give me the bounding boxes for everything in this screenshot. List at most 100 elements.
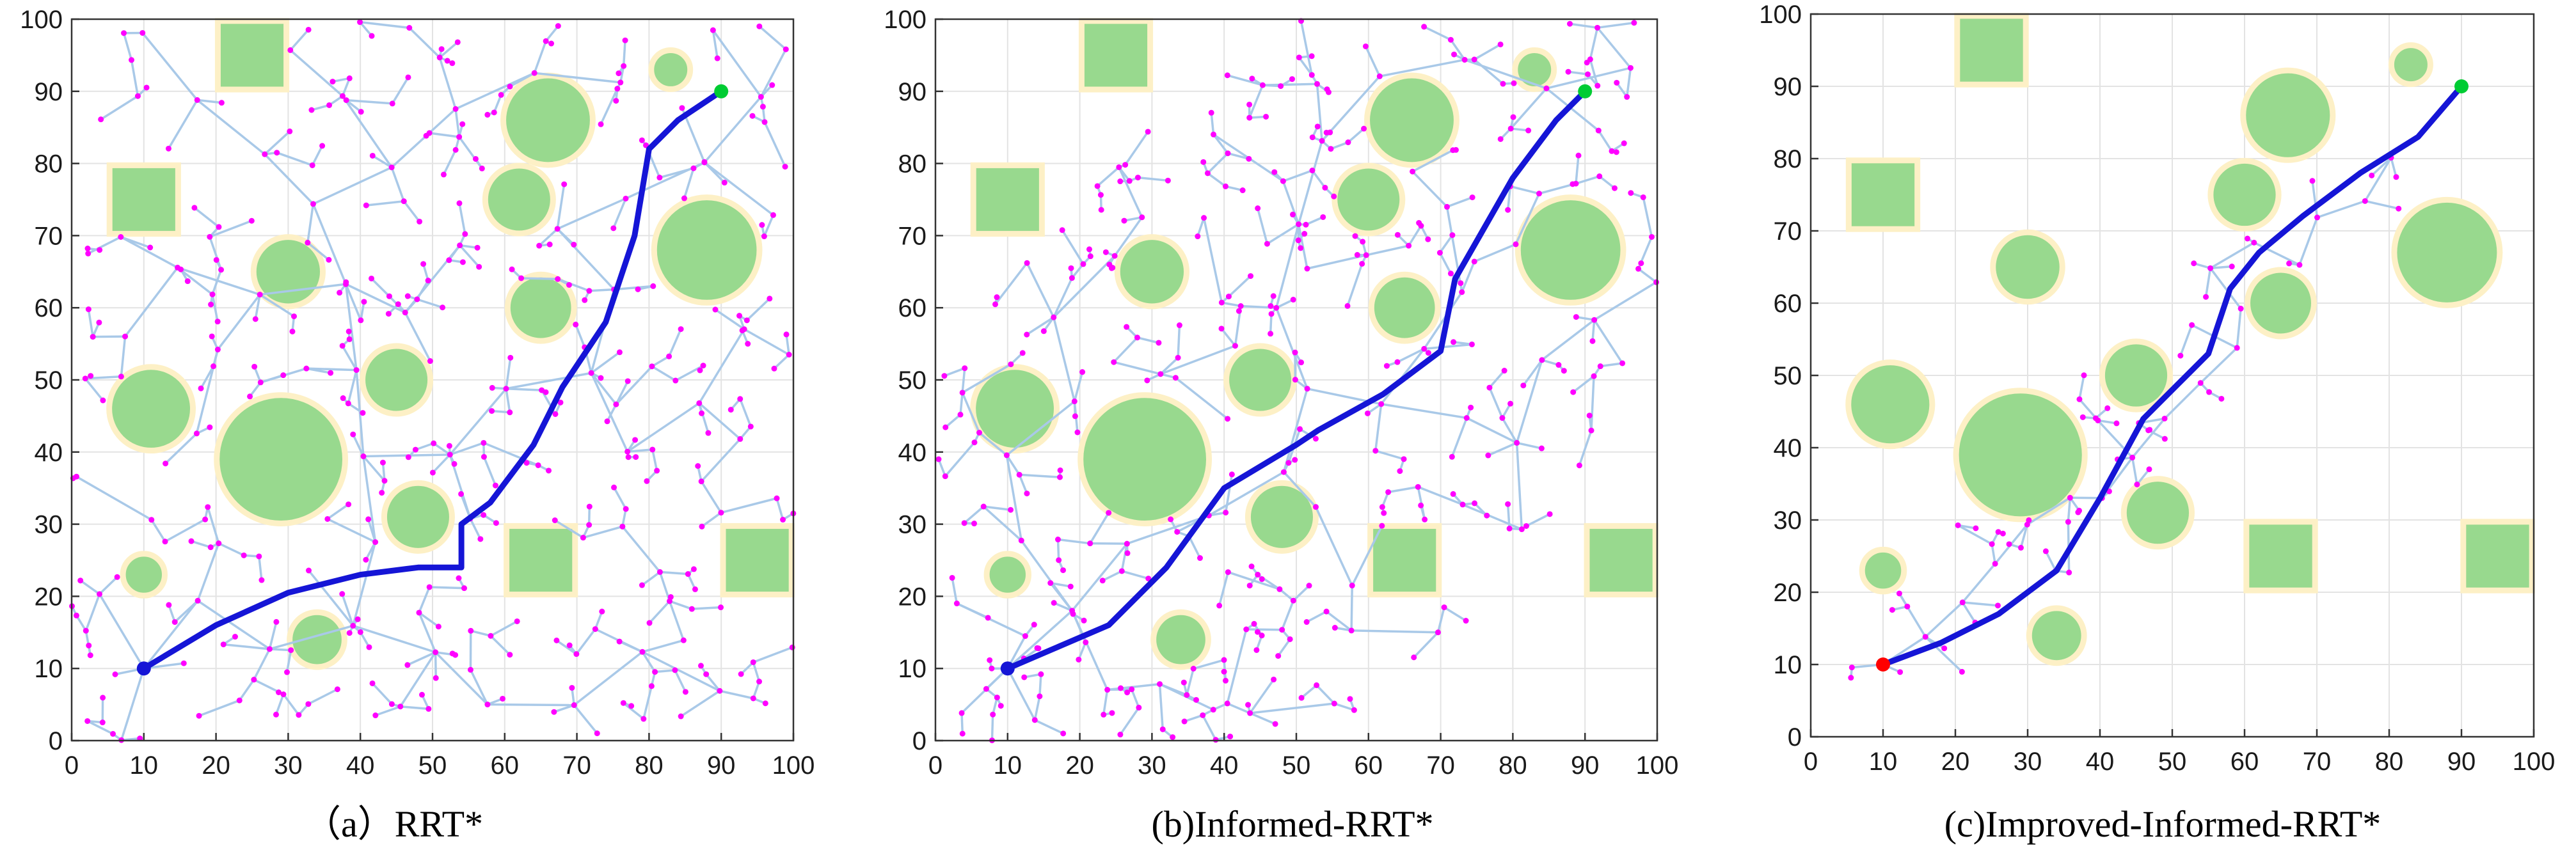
tree-edge <box>1212 134 1229 154</box>
goal-marker <box>1578 84 1593 98</box>
tree-node <box>1994 602 2001 609</box>
tree-edge <box>1250 702 1335 714</box>
tree-node <box>1401 456 1407 462</box>
x-tick-label: 100 <box>772 751 815 780</box>
tree-node <box>1449 232 1456 239</box>
tree-edge <box>1991 544 1996 564</box>
y-tick-label: 20 <box>1774 579 1802 607</box>
tree-edge <box>1443 606 1467 622</box>
tree-edge <box>1461 261 1475 293</box>
tree-edge <box>1019 473 1060 478</box>
circle-obstacle <box>983 551 1032 599</box>
tree-node <box>1102 249 1109 255</box>
tree-node <box>1292 377 1298 383</box>
tree-node <box>1359 260 1365 267</box>
tree-node <box>444 58 450 64</box>
tree-edge <box>698 402 741 440</box>
tree-node <box>1098 207 1104 213</box>
tree-node <box>555 23 561 29</box>
tree-node <box>1435 629 1441 636</box>
tree-node <box>417 218 423 224</box>
tree-node <box>1441 604 1447 611</box>
tree-edge <box>1625 67 1632 97</box>
tree-edge <box>308 688 338 705</box>
tree-node <box>98 116 104 123</box>
x-tick-label: 50 <box>2158 748 2187 776</box>
tree-node <box>721 180 727 186</box>
tree-edge <box>1488 370 1506 389</box>
panel-informed-rrt-star: 0 10 20 30 40 50 60 70 80 90 100 0 10 20 30 40 50 60 70 80 9… <box>884 6 1678 780</box>
tree-node <box>484 702 491 708</box>
tree-edge <box>1925 601 1964 638</box>
tree-node <box>218 267 225 273</box>
tree-edge <box>1446 196 1473 208</box>
tree-node <box>481 453 487 460</box>
tree-edge <box>1451 417 1468 457</box>
tree-node <box>1070 611 1076 617</box>
tree-edge <box>306 242 330 261</box>
tree-edge <box>1462 503 1523 531</box>
tree-node <box>420 261 427 267</box>
square-obstacle <box>214 18 290 93</box>
tree-node <box>381 478 388 484</box>
tree-edge <box>366 200 404 207</box>
tree-node <box>1458 280 1464 287</box>
tree-node <box>1246 101 1253 107</box>
tree-node <box>1376 73 1383 79</box>
y-tick-label: 100 <box>1759 1 1802 29</box>
tree-edge <box>641 571 661 586</box>
tree-edge <box>238 679 255 702</box>
tree-node <box>1072 413 1078 420</box>
tree-edge <box>408 27 441 59</box>
tree-node <box>340 395 346 402</box>
tree-node <box>989 665 995 672</box>
tree-node <box>1385 489 1392 495</box>
tree-node <box>1079 369 1086 375</box>
tree-node <box>1200 159 1207 165</box>
tree-edge <box>575 324 586 348</box>
tree-node <box>372 539 379 546</box>
tree-edge <box>167 99 198 150</box>
tree-node <box>1253 647 1260 653</box>
tree-edge <box>1038 674 1042 696</box>
tree-node <box>994 294 1000 301</box>
tree-node <box>2309 178 2316 184</box>
y-tick-label: 30 <box>35 511 63 539</box>
tree-edge <box>1202 714 1217 741</box>
tree-node <box>552 411 559 417</box>
tree-edge <box>1347 127 1365 143</box>
tree-node <box>1298 359 1305 366</box>
tree-edge <box>352 434 365 457</box>
tree-node <box>1200 712 1206 718</box>
tree-node <box>961 520 967 526</box>
tree-edge <box>961 392 981 434</box>
tree-edge <box>1138 176 1168 182</box>
tree-node <box>406 24 413 31</box>
y-tick-label: 100 <box>884 6 926 34</box>
y-tick-label: 80 <box>1774 145 1802 173</box>
tree-node <box>354 616 361 622</box>
tree-node <box>427 358 433 365</box>
circle-obstacle <box>970 364 1060 454</box>
tree-edge <box>2131 418 2166 459</box>
tree-node <box>750 695 756 702</box>
tree-edge <box>1121 570 1149 580</box>
tree-edge <box>505 358 512 389</box>
tree-node <box>681 195 687 201</box>
square-obstacle <box>2460 519 2535 594</box>
square-obstacle <box>2243 519 2318 594</box>
tree-edge <box>150 519 166 542</box>
tree-node <box>350 431 356 437</box>
axis-ticks: 0 10 20 30 40 50 60 70 80 90 100 0 10 20 30 40 50 60 70 80 9… <box>1759 1 2555 776</box>
tree-edge <box>1226 629 1248 704</box>
tree-node <box>745 341 751 347</box>
tree-node <box>491 109 497 116</box>
tree-edge <box>1957 524 1993 546</box>
tree-edge <box>2364 157 2392 202</box>
tree-node <box>1565 68 1571 75</box>
tree-node <box>1418 502 1424 508</box>
tree-edge <box>1381 403 1467 420</box>
tree-node <box>1067 583 1074 590</box>
tree-edge <box>308 569 354 627</box>
tree-node <box>2296 262 2303 268</box>
